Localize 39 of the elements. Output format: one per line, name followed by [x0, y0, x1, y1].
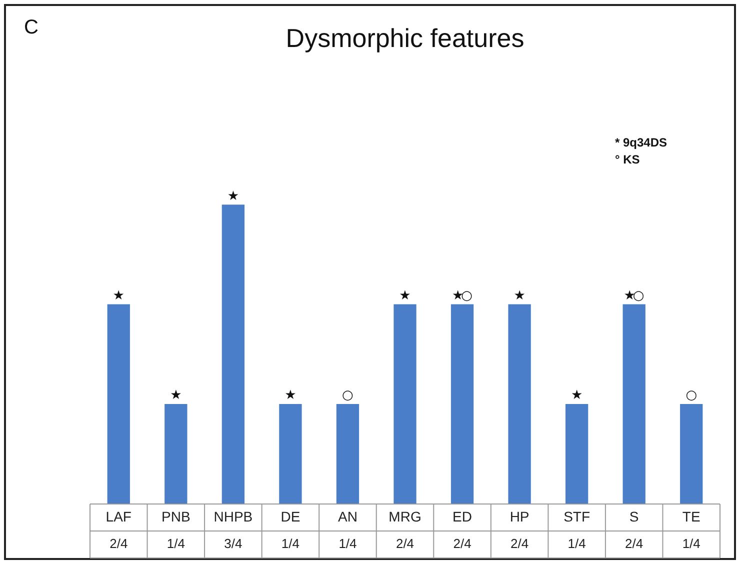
text: * 9q34DS — [615, 135, 668, 150]
annotation: ○ — [461, 288, 472, 304]
x-tick-label: AN — [338, 508, 358, 524]
x-tick-label: STF — [564, 508, 590, 524]
x-tick-label: ED — [452, 508, 472, 524]
x-tick-label: TE — [682, 508, 700, 524]
data-label: 1/4 — [682, 536, 700, 552]
data-label: 1/4 — [568, 536, 586, 552]
annotation: ★ — [227, 188, 240, 204]
x-tick-label: DE — [280, 508, 300, 524]
text: C — [24, 16, 38, 39]
chart-title: Dysmorphic features — [286, 22, 524, 53]
data-label: 2/4 — [110, 536, 128, 552]
x-tick-label: S — [629, 508, 639, 524]
annotation: ○ — [632, 288, 644, 304]
annotation: ○ — [342, 388, 354, 404]
data-label: 2/4 — [510, 536, 529, 552]
data-label: 1/4 — [166, 536, 185, 552]
annotation: ★ — [399, 288, 411, 304]
data-label: 1/4 — [281, 536, 300, 552]
x-tick-label: HP — [510, 508, 530, 524]
x-tick-label: LAF — [106, 508, 132, 524]
data-label: 2/4 — [396, 536, 414, 552]
annotation: ★ — [170, 388, 182, 404]
annotation: ○ — [686, 388, 698, 404]
annotation: ★ — [112, 288, 124, 304]
annotation: ★ — [284, 388, 296, 404]
x-tick-label: PNB — [162, 508, 190, 524]
annotation: ★ — [624, 288, 636, 304]
annotation: ★ — [514, 288, 526, 304]
data-label: 3/4 — [224, 536, 242, 552]
data-label: 1/4 — [338, 536, 357, 552]
data-label: 2/4 — [625, 536, 644, 552]
x-tick-label: NHPB — [214, 508, 253, 524]
annotation: ★ — [452, 288, 464, 304]
x-tick-label: MRG — [388, 508, 422, 524]
data-label: 2/4 — [453, 536, 472, 552]
text: ° KS — [615, 152, 640, 166]
annotation: ★ — [570, 388, 583, 404]
